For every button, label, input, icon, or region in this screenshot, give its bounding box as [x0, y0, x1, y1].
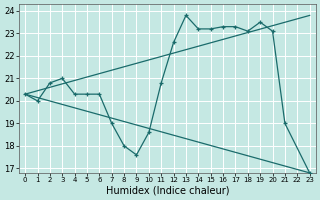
- X-axis label: Humidex (Indice chaleur): Humidex (Indice chaleur): [106, 186, 229, 196]
